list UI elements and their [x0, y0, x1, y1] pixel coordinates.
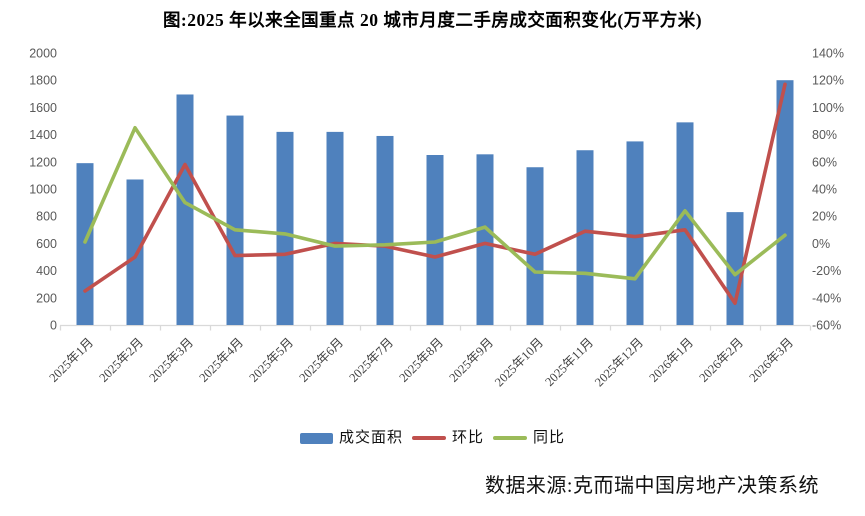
bar-2025年10月: [526, 167, 544, 325]
y-axis-right-tick-label: -20%: [812, 264, 841, 278]
y-axis-right-tick-label: 60%: [812, 155, 837, 169]
y-axis-right-tick-label: -60%: [812, 319, 841, 333]
x-axis-label-2025年2月: 2025年2月: [96, 335, 146, 385]
y-axis-left-tick-label: 1600: [29, 101, 57, 115]
legend-label-yoy: 同比: [533, 430, 566, 446]
legend-label-bar: 成交面积: [338, 430, 403, 446]
yoy-line-series: [83, 126, 787, 281]
y-axis-right-tick-label: 20%: [812, 210, 837, 224]
source-note: 数据来源:克而瑞中国房地产决策系统: [484, 475, 819, 497]
x-axis-label-2025年10月: 2025年10月: [492, 335, 546, 389]
chart-title: 图:2025 年以来全国重点 20 城市月度二手房成交面积变化(万平方米): [162, 10, 703, 30]
x-axis-label-2025年3月: 2025年3月: [146, 335, 196, 385]
y-axis-right-tick-label: 100%: [812, 101, 844, 115]
y-axis-right-tick-label: 80%: [812, 128, 837, 142]
bar-2025年3月: [176, 94, 194, 325]
x-axis-label-2026年3月: 2026年3月: [746, 335, 796, 385]
bar-2025年1月: [76, 163, 94, 325]
x-axis-label-2025年5月: 2025年5月: [246, 335, 296, 385]
y-axis-right-tick-label: 120%: [812, 74, 844, 88]
y-axis-right-tick-label: 0%: [812, 237, 830, 251]
x-axis-label-2026年2月: 2026年2月: [696, 335, 746, 385]
x-axis-label-2025年9月: 2025年9月: [446, 335, 496, 385]
bar-2025年2月: [126, 179, 144, 325]
y-axis-left-tick-label: 400: [36, 264, 57, 278]
x-axis-label-2025年12月: 2025年12月: [592, 335, 646, 389]
bar-2026年3月: [776, 80, 794, 325]
x-axis-label-2025年4月: 2025年4月: [196, 335, 246, 385]
bar-2025年6月: [326, 131, 344, 325]
bar-2025年12月: [626, 141, 644, 325]
y-axis-left-tick-label: 1200: [29, 155, 57, 169]
bar-2025年11月: [576, 150, 594, 325]
x-axis-label-2025年8月: 2025年8月: [396, 335, 446, 385]
y-axis-left-tick-label: 800: [36, 210, 57, 224]
bar-2025年8月: [426, 155, 444, 325]
y-axis-left-tick-label: 1400: [29, 128, 57, 142]
x-axis-label-2025年1月: 2025年1月: [46, 335, 96, 385]
legend-label-mom: 环比: [451, 430, 484, 446]
x-axis-label-2026年1月: 2026年1月: [646, 335, 696, 385]
x-axis-label-2025年7月: 2025年7月: [346, 335, 396, 385]
mom-line-swatch-icon: [411, 436, 446, 440]
bar-2025年7月: [376, 135, 394, 325]
legend-item-yoy-series: 同比: [493, 429, 565, 447]
y-axis-left-tick-label: 0: [50, 319, 57, 333]
bar-2025年9月: [476, 154, 494, 325]
legend-item-mom-series: 环比: [411, 429, 484, 447]
y-axis-right-tick-label: 40%: [812, 183, 837, 197]
x-axis-label-2025年11月: 2025年11月: [542, 335, 596, 389]
bar-swatch-icon: [299, 432, 333, 444]
legend: 成交面积 环比 同比: [0, 429, 865, 447]
bar-2025年4月: [226, 115, 244, 325]
yoy-line-swatch-icon: [493, 436, 527, 440]
bar-2025年5月: [276, 131, 294, 325]
y-axis-left-tick-label: 600: [36, 237, 57, 251]
y-axis-right-tick-label: -40%: [812, 291, 841, 305]
legend-item-bar-series: 成交面积: [299, 429, 403, 447]
y-axis-left-tick-label: 200: [36, 291, 57, 305]
y-axis-left-tick-label: 1800: [29, 74, 57, 88]
y-axis-right-tick-label: 140%: [812, 47, 844, 61]
bar-2026年1月: [676, 122, 694, 325]
x-axis-label-2025年6月: 2025年6月: [296, 335, 346, 385]
y-axis-left-tick-label: 2000: [29, 47, 57, 61]
y-axis-left-tick-label: 1000: [29, 183, 57, 197]
